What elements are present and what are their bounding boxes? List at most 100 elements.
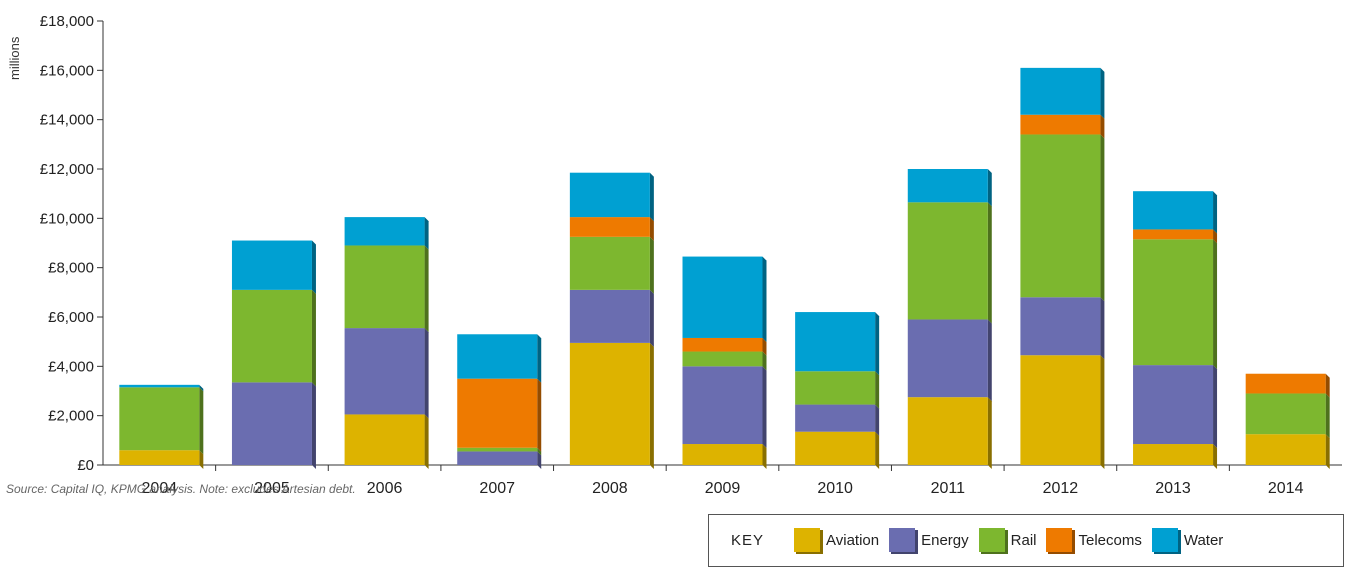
bar-side-rail-2009 — [762, 351, 767, 371]
bar-segment-aviation-2012 — [1020, 355, 1101, 465]
bar-side-aviation-2012 — [1100, 355, 1105, 469]
bar-segment-rail-2012 — [1020, 134, 1101, 298]
bar-2011 — [907, 169, 992, 469]
bar-side-aviation-2004 — [199, 450, 204, 469]
bar-segment-water-2013 — [1133, 191, 1214, 230]
y-tick-label: £0 — [77, 457, 94, 474]
bar-segment-water-2007 — [457, 334, 538, 379]
bar-side-telecoms-2012 — [1100, 114, 1105, 139]
bar-side-aviation-2009 — [762, 444, 767, 469]
bar-segment-aviation-2009 — [682, 444, 763, 465]
bar-segment-rail-2010 — [795, 371, 876, 405]
legend-label-energy: Energy — [921, 532, 969, 549]
bar-side-telecoms-2007 — [537, 378, 542, 452]
bar-side-rail-2013 — [1213, 239, 1218, 370]
bar-segment-aviation-2011 — [907, 397, 988, 465]
bar-side-aviation-2006 — [424, 414, 429, 469]
legend-swatch-water — [1151, 527, 1181, 554]
bar-segment-energy-2007 — [457, 451, 538, 465]
bar-side-water-2007 — [537, 334, 542, 383]
bar-segment-rail-2008 — [569, 236, 650, 290]
bar-segment-water-2010 — [795, 312, 876, 372]
y-tick-label: £14,000 — [40, 112, 94, 129]
bar-segment-telecoms-2014 — [1245, 373, 1326, 394]
bar-side-rail-2012 — [1100, 134, 1105, 302]
bar-segment-telecoms-2013 — [1133, 229, 1214, 240]
legend: KEY Aviation Energy Rail Telecoms Water — [708, 514, 1344, 567]
bar-side-rail-2014 — [1325, 393, 1330, 439]
stacked-bar-chart: £0 £2,000 £4,000 £6,000 £8,000 £10,000 £12,000… — [7, 13, 1342, 497]
bar-segment-energy-2005 — [231, 382, 312, 465]
bar-2008 — [569, 172, 654, 469]
bar-segment-energy-2010 — [795, 404, 876, 432]
bar-2007 — [457, 334, 542, 469]
bar-segment-telecoms-2009 — [682, 337, 763, 352]
bar-segment-rail-2004 — [119, 387, 200, 451]
x-tick-label: 2013 — [1155, 480, 1191, 497]
x-tick-label: 2009 — [705, 480, 741, 497]
legend-title: KEY — [731, 532, 765, 549]
bar-segment-water-2006 — [344, 217, 425, 246]
legend-swatch-rail — [978, 527, 1008, 554]
bars — [119, 67, 1330, 469]
x-tick-label: 2014 — [1268, 480, 1304, 497]
bar-side-water-2012 — [1100, 67, 1105, 119]
bar-segment-aviation-2006 — [344, 414, 425, 465]
legend-item-aviation: Aviation — [794, 527, 880, 554]
bar-segment-telecoms-2012 — [1020, 114, 1101, 135]
bar-2004 — [119, 384, 204, 469]
legend-label-aviation: Aviation — [826, 532, 880, 549]
bar-2010 — [795, 312, 880, 469]
legend-label-water: Water — [1183, 532, 1224, 549]
bar-side-energy-2013 — [1213, 365, 1218, 449]
bar-segment-water-2008 — [569, 172, 650, 218]
bar-segment-water-2011 — [907, 169, 988, 203]
y-tick-label: £16,000 — [40, 62, 94, 79]
bar-side-rail-2007 — [537, 447, 542, 456]
y-tick-label: £10,000 — [40, 210, 94, 227]
bar-segment-rail-2014 — [1245, 393, 1326, 435]
bar-segment-aviation-2010 — [795, 431, 876, 465]
x-tick-label: 2008 — [592, 480, 628, 497]
y-tick-label: £2,000 — [48, 408, 94, 425]
bar-segment-water-2012 — [1020, 67, 1101, 115]
bar-side-energy-2005 — [311, 382, 316, 469]
legend-swatch-aviation — [794, 527, 824, 554]
bar-segment-rail-2013 — [1133, 239, 1214, 366]
x-tick-label: 2005 — [254, 480, 290, 497]
bar-side-rail-2010 — [875, 371, 880, 409]
bar-side-water-2006 — [424, 217, 429, 250]
bar-2005 — [231, 240, 316, 469]
bar-side-energy-2011 — [987, 319, 992, 402]
bar-side-energy-2006 — [424, 328, 429, 419]
bar-side-telecoms-2009 — [762, 337, 767, 356]
y-tick-label: £4,000 — [48, 358, 94, 375]
legend-item-energy: Energy — [889, 527, 969, 554]
bar-side-rail-2008 — [649, 236, 654, 294]
x-tick-label: 2011 — [931, 480, 966, 497]
bar-side-telecoms-2014 — [1325, 373, 1330, 398]
x-tick-label: 2004 — [142, 480, 178, 497]
legend-item-telecoms: Telecoms — [1046, 527, 1142, 554]
bar-side-water-2008 — [649, 172, 654, 222]
source-note: Source: Capital IQ, KPMG analysis. Note:… — [6, 482, 356, 496]
bar-side-water-2009 — [762, 256, 767, 342]
bar-segment-energy-2006 — [344, 328, 425, 415]
bar-side-water-2005 — [311, 240, 316, 294]
bar-segment-water-2005 — [231, 240, 312, 290]
bar-2014 — [1245, 373, 1330, 469]
y-tick-label: £18,000 — [40, 13, 94, 30]
y-tick-label: £12,000 — [40, 161, 94, 178]
y-tick-label: £8,000 — [48, 260, 94, 277]
bar-segment-energy-2008 — [569, 289, 650, 343]
bar-segment-water-2009 — [682, 256, 763, 338]
bar-side-rail-2011 — [987, 202, 992, 324]
legend-label-rail: Rail — [1010, 532, 1037, 549]
bar-side-aviation-2014 — [1325, 434, 1330, 469]
bar-segment-energy-2011 — [907, 319, 988, 398]
legend-item-water: Water — [1151, 527, 1224, 554]
legend-swatch-telecoms — [1046, 527, 1076, 554]
bar-side-rail-2004 — [199, 387, 204, 455]
bar-side-energy-2010 — [875, 404, 880, 436]
x-tick-label: 2012 — [1043, 480, 1079, 497]
